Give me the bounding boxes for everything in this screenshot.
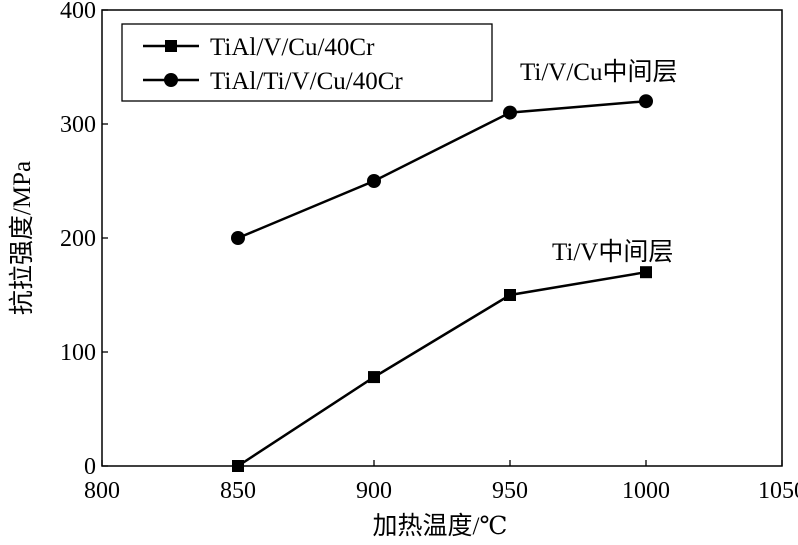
y-tick-label: 300 — [60, 112, 96, 138]
series-line-1 — [237, 99, 647, 240]
legend-marker-circle — [164, 73, 178, 87]
annotation-series-1: Ti/V/Cu中间层 — [520, 58, 677, 86]
y-tick-label: 200 — [60, 226, 96, 252]
data-point-circle — [503, 105, 517, 120]
x-axis-label: 加热温度/℃ — [373, 512, 508, 540]
legend: TiAl/V/Cu/40Cr TiAl/Ti/V/Cu/40Cr — [121, 23, 493, 102]
data-point-square — [504, 289, 516, 301]
y-tick-label: 100 — [60, 340, 96, 366]
data-point-square — [232, 460, 244, 472]
x-tick-label: 800 — [84, 478, 120, 504]
legend-label-0: TiAl/V/Cu/40Cr — [210, 34, 375, 61]
y-tick-label: 400 — [60, 0, 96, 24]
data-point-circle — [367, 174, 381, 188]
legend-marker-square — [165, 40, 177, 52]
y-axis-label: 抗拉强度/MPa — [8, 161, 36, 315]
series-line-0 — [237, 270, 647, 468]
legend-box — [121, 23, 493, 102]
x-tick-label: 900 — [356, 478, 392, 504]
data-point-square — [640, 266, 652, 279]
annotation-series-0: Ti/V中间层 — [552, 238, 673, 266]
x-tick-label: 950 — [492, 478, 528, 504]
y-tick-label: 0 — [84, 454, 96, 480]
x-tick-label: 1000 — [622, 478, 670, 504]
data-point-square — [368, 371, 380, 384]
data-point-circle — [231, 231, 245, 245]
data-point-circle — [639, 94, 653, 109]
legend-label-1: TiAl/Ti/V/Cu/40Cr — [210, 68, 403, 95]
x-tick-label: 850 — [220, 478, 256, 504]
